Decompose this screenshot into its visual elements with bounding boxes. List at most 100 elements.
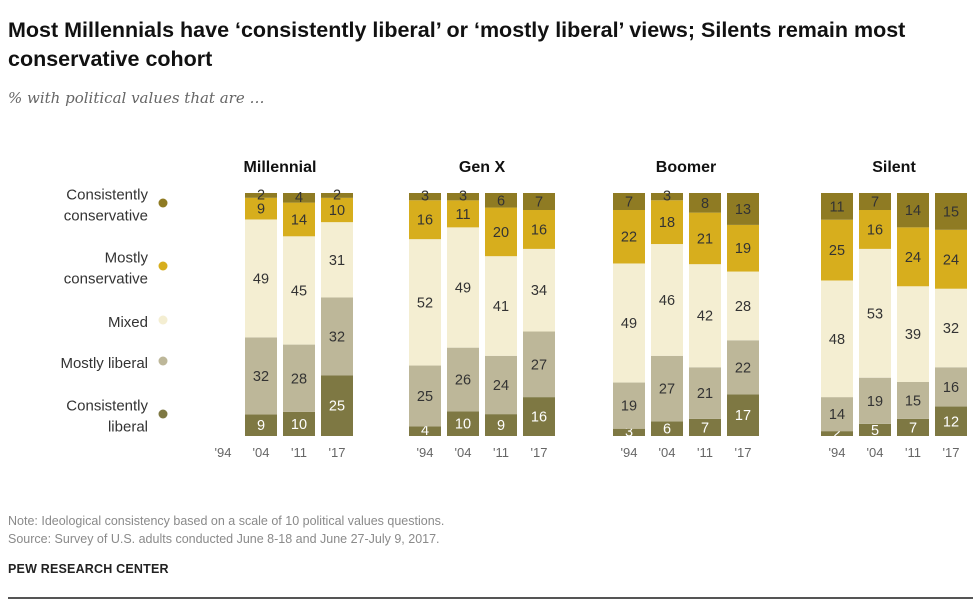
data-label-consistently-liberal: 12 xyxy=(943,414,959,430)
panel-boomer: Boomer '94 3 19 49 22 7 '04 6 27 46 18 3 '11 7 21 42 21 8 '… xyxy=(613,159,759,460)
bar-segment-mostly-conservative xyxy=(897,227,929,287)
data-label-mixed: 32 xyxy=(943,321,959,337)
bar-segment-consistently-conservative xyxy=(727,193,759,225)
bar-segment-mostly-conservative xyxy=(859,210,891,249)
x-tick-label: '04 xyxy=(867,445,884,460)
legend-swatch-mostly-liberal xyxy=(158,356,168,366)
x-tick-label: '04 xyxy=(659,445,676,460)
x-tick-label: '04 xyxy=(253,445,270,460)
legend-item-mixed: Mixed xyxy=(108,314,168,331)
data-label-consistently-liberal: 5 xyxy=(871,423,879,439)
bar-segment-mostly-liberal xyxy=(821,397,853,432)
bar-segment-mixed xyxy=(727,271,759,341)
note-text: Note: Ideological consistency based on a… xyxy=(8,514,445,528)
data-label-mostly-liberal: 14 xyxy=(829,407,845,423)
data-label-mixed: 49 xyxy=(253,271,269,287)
data-label-mostly-liberal: 26 xyxy=(455,373,471,389)
bar-silent-11: 7 15 39 24 14 xyxy=(897,193,929,436)
bar-segment-consistently-liberal xyxy=(409,426,441,436)
bar-segment-consistently-conservative xyxy=(935,193,967,230)
data-label-mostly-conservative: 16 xyxy=(417,213,433,229)
legend-swatch-mostly-conservative xyxy=(158,261,168,271)
bar-segment-mostly-liberal xyxy=(897,382,929,419)
x-tick-label: '11 xyxy=(291,445,307,460)
chart-footnote: Note: Ideological consistency based on a… xyxy=(8,512,444,548)
data-label-consistently-conservative: 8 xyxy=(701,196,709,212)
data-label-mostly-conservative: 20 xyxy=(493,225,509,241)
bar-boomer-04: 6 27 46 18 3 xyxy=(651,189,683,438)
bar-segment-consistently-liberal xyxy=(613,428,645,436)
bar-boomer-11: 7 21 42 21 8 xyxy=(689,193,721,436)
data-label-consistently-conservative: 2 xyxy=(257,187,265,203)
data-label-mixed: 34 xyxy=(531,283,547,299)
bar-segment-mostly-liberal xyxy=(613,382,645,429)
panel-silent: Silent'94214482511'0451953167'1171539241… xyxy=(821,159,967,460)
bar-segment-consistently-liberal xyxy=(821,431,853,436)
panel-gen-x: Gen X '94 4 25 52 16 3 '04 10 26 49 11 3 '11 9 24 41 20 6 '… xyxy=(409,159,555,460)
chart-subtitle: % with political values that are … xyxy=(8,89,265,107)
x-tick-label: '17 xyxy=(735,445,752,460)
data-label-mixed: 42 xyxy=(697,309,713,325)
bar-segment-mixed xyxy=(689,264,721,368)
legend-item-mostly-conservative: Mostly conservative xyxy=(64,250,168,288)
bar-segment-consistently-conservative xyxy=(651,193,683,201)
legend-label-mostly-liberal: Mostly liberal xyxy=(60,355,148,372)
footer-divider xyxy=(8,597,973,599)
bar-segment-consistently-liberal xyxy=(727,394,759,436)
data-label-consistently-conservative: 4 xyxy=(295,190,303,206)
bar-segment-consistently-conservative xyxy=(689,193,721,213)
bar-segment-consistently-liberal xyxy=(283,411,315,436)
data-label-mostly-conservative: 11 xyxy=(455,207,470,223)
data-label-mostly-liberal: 15 xyxy=(905,393,921,409)
bar-boomer-17: 17 22 28 19 13 xyxy=(727,193,759,436)
bar-segment-mostly-conservative xyxy=(447,200,479,228)
legend-item-consistently-conservative: Consistently conservative xyxy=(64,187,168,225)
bar-segment-mixed xyxy=(485,256,517,356)
x-tick-label: '94 xyxy=(621,445,638,460)
data-label-mostly-conservative: 19 xyxy=(735,241,751,257)
data-label-mostly-liberal: 25 xyxy=(417,389,433,405)
bar-segment-mixed xyxy=(447,227,479,348)
data-label-mixed: 48 xyxy=(829,332,845,348)
bar-segment-mostly-liberal xyxy=(283,344,315,412)
data-label-consistently-conservative: 2 xyxy=(333,187,341,203)
bar-segment-consistently-liberal xyxy=(897,418,929,436)
bar-segment-consistently-conservative xyxy=(321,193,353,198)
data-label-mostly-liberal: 27 xyxy=(531,357,547,373)
chart-panels: Millennial'94'049324992'11102845144'1725… xyxy=(215,159,967,460)
bar-segment-consistently-liberal xyxy=(689,418,721,436)
data-label-mostly-conservative: 24 xyxy=(905,250,921,266)
bar-gen-x-04: 10 26 49 11 3 xyxy=(447,189,479,436)
bar-segment-consistently-conservative xyxy=(447,193,479,201)
data-label-consistently-liberal: 9 xyxy=(257,418,265,434)
bar-segment-consistently-liberal xyxy=(859,423,891,436)
bar-gen-x-17: 16 27 34 16 7 xyxy=(523,193,555,436)
x-tick-label: '94 xyxy=(417,445,434,460)
data-label-mixed: 49 xyxy=(621,316,637,332)
bar-segment-consistently-conservative xyxy=(821,193,853,220)
bar-segment-consistently-liberal xyxy=(935,406,967,436)
data-label-consistently-conservative: 14 xyxy=(905,203,921,219)
data-label-consistently-liberal: 25 xyxy=(329,399,345,415)
data-label-consistently-liberal: 3 xyxy=(625,424,633,440)
bar-segment-mostly-conservative xyxy=(523,210,555,249)
data-label-mostly-liberal: 19 xyxy=(621,399,637,415)
x-tick-label: '17 xyxy=(531,445,548,460)
bar-segment-mostly-conservative xyxy=(485,207,517,257)
bar-segment-mostly-liberal xyxy=(935,367,967,407)
data-label-mostly-liberal: 22 xyxy=(735,360,751,376)
bar-millennial-17: 25 32 31 102 xyxy=(321,187,353,436)
bar-silent-94: 2 14 48 25 11 xyxy=(821,193,853,442)
bar-silent-04: 5 19 53 16 7 xyxy=(859,193,891,439)
bar-segment-mixed xyxy=(897,286,929,382)
bar-segment-consistently-conservative xyxy=(283,193,315,203)
data-label-consistently-liberal: 9 xyxy=(497,418,505,434)
x-tick-label: '17 xyxy=(943,445,960,460)
bar-segment-consistently-conservative xyxy=(485,193,517,208)
data-label-consistently-liberal: 7 xyxy=(909,420,917,436)
data-label-mixed: 39 xyxy=(905,327,921,343)
bar-segment-mostly-liberal xyxy=(523,331,555,398)
data-label-mostly-conservative: 24 xyxy=(943,252,959,268)
bar-segment-mostly-conservative xyxy=(321,197,353,223)
legend-swatch-consistently-conservative xyxy=(158,198,168,208)
